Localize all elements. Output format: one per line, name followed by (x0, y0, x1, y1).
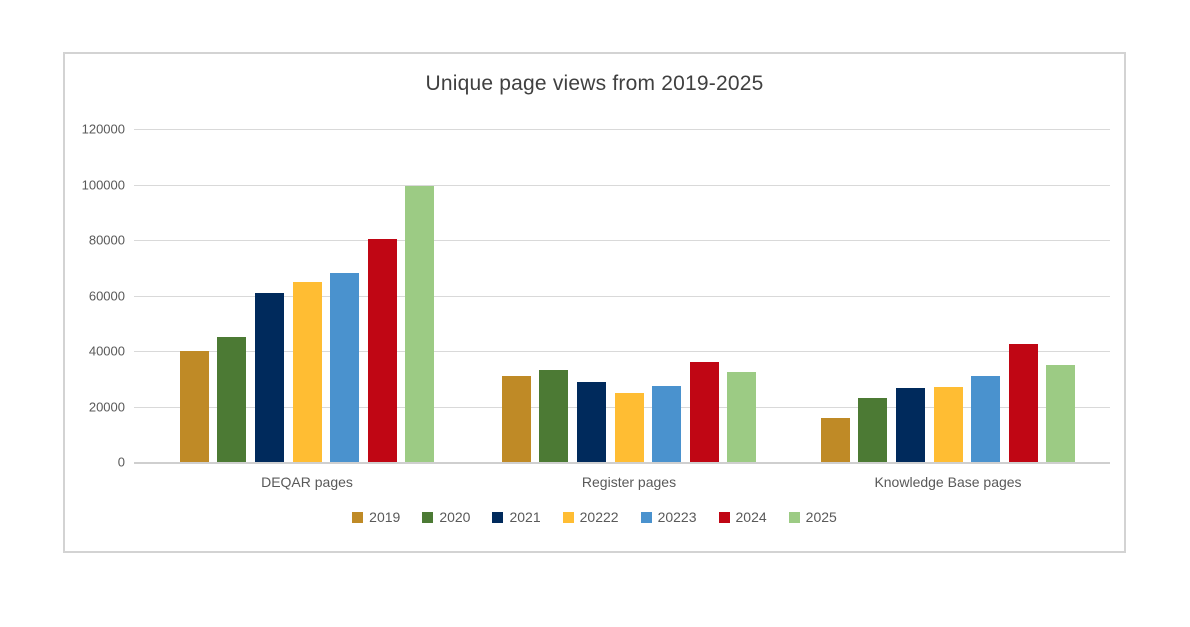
x-axis-line (134, 462, 1110, 464)
plot-area: 0 20000 40000 60000 80000 100000 120000 DEQAR p… (65, 54, 1124, 551)
legend-swatch-icon (640, 511, 652, 523)
bar-2020-deqar-pages (217, 337, 247, 462)
legend-swatch-icon (788, 511, 800, 523)
y-axis-tick-label: 0 (117, 454, 125, 470)
gridline (134, 184, 1110, 186)
legend-label: 20223 (657, 509, 697, 525)
chart-title: Unique page views from 2019-2025 (425, 72, 764, 95)
bar-2021-knowledge-base-pages (895, 388, 925, 462)
bar-2024-knowledge-base-pages (1008, 344, 1038, 462)
bar-2019-register-pages (501, 375, 531, 462)
legend-item-2024: 2024 (718, 509, 767, 525)
legend-label: 2021 (509, 509, 541, 525)
gridline (134, 295, 1110, 297)
legend-label: 2020 (439, 509, 471, 525)
legend-swatch-icon (562, 511, 574, 523)
x-axis-category-label: Knowledge Base pages (874, 474, 1022, 490)
bar-2025-register-pages (727, 371, 757, 462)
bar-20222-knowledge-base-pages (933, 387, 963, 462)
legend-label: 20222 (579, 509, 619, 525)
legend-swatch-icon (422, 511, 434, 523)
y-axis-tick-label: 40000 (88, 343, 125, 359)
legend-item-2020: 2020 (422, 509, 470, 525)
x-axis-category-label: Register pages (581, 474, 677, 490)
legend-label: 2025 (805, 509, 837, 525)
bar-20222-register-pages (614, 392, 644, 462)
bar-20223-register-pages (652, 385, 682, 462)
bar-20223-knowledge-base-pages (971, 375, 1001, 462)
bar-20223-deqar-pages (330, 273, 360, 462)
bar-2020-knowledge-base-pages (858, 398, 888, 462)
gridline (134, 129, 1110, 130)
x-axis-category-label: DEQAR pages (261, 474, 353, 490)
bar-2020-register-pages (539, 370, 569, 462)
bar-20222-deqar-pages (292, 281, 322, 462)
y-axis-tick-label: 80000 (88, 232, 125, 248)
gridline (134, 240, 1110, 241)
legend-swatch-icon (718, 511, 730, 523)
legend-swatch-icon (352, 511, 364, 523)
bar-2025-deqar-pages (405, 185, 435, 462)
bar-2025-knowledge-base-pages (1046, 364, 1076, 462)
legend-item-20222: 20222 (562, 509, 619, 525)
legend-swatch-icon (492, 511, 504, 523)
legend-item-20223: 20223 (640, 509, 697, 525)
bar-2019-knowledge-base-pages (820, 417, 850, 462)
chart-legend: 2019 2020 2021 20222 20223 2024 2025 (65, 509, 1124, 525)
y-axis-tick-label: 120000 (81, 121, 125, 137)
legend-item-2025: 2025 (788, 509, 837, 525)
gridline (134, 351, 1110, 352)
legend-item-2019: 2019 (352, 509, 400, 525)
bar-2024-register-pages (689, 362, 719, 462)
bar-2024-deqar-pages (367, 238, 397, 462)
legend-label: 2024 (735, 509, 767, 525)
y-axis-tick-label: 60000 (88, 288, 125, 303)
y-axis-tick-label: 100000 (81, 177, 125, 192)
bar-2021-register-pages (576, 381, 606, 462)
bar-2019-deqar-pages (179, 351, 209, 462)
y-axis-tick-label: 20000 (88, 399, 125, 414)
legend-item-2021: 2021 (492, 509, 541, 525)
chart-frame: Unique page views from 2019-2025 0 20000 4… (63, 52, 1126, 553)
legend-label: 2019 (369, 509, 401, 525)
bar-2021-deqar-pages (254, 292, 284, 462)
